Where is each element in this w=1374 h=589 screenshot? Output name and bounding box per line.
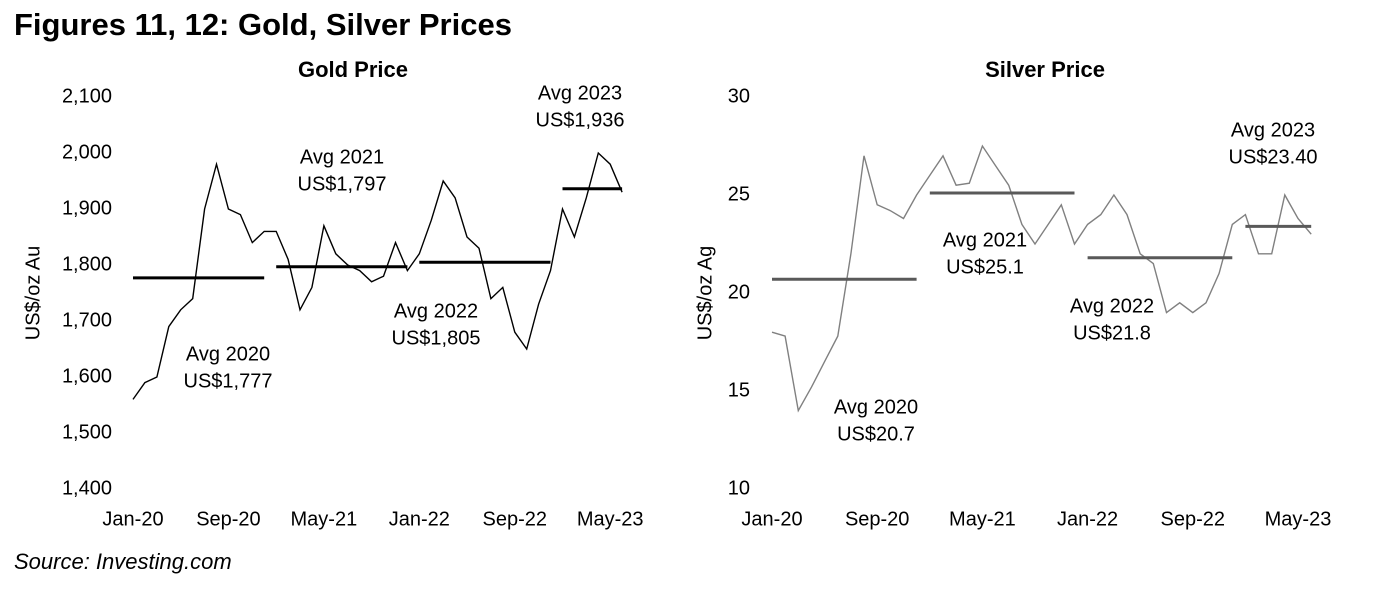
- average-value-label: US$21.8: [1073, 322, 1151, 344]
- price-line: [132, 151, 623, 400]
- y-tick-label: 2,000: [62, 141, 112, 163]
- y-tick-label: 1,600: [62, 365, 112, 387]
- figure-title: Figures 11, 12: Gold, Silver Prices: [14, 7, 512, 42]
- x-tick-label: Sep-20: [196, 508, 261, 530]
- y-tick-label: 1,400: [62, 477, 112, 499]
- y-tick-label: 10: [728, 477, 750, 499]
- x-tick-label: May-21: [949, 508, 1016, 530]
- y-tick-label: 1,500: [62, 421, 112, 443]
- y-tick-label: 15: [728, 379, 750, 401]
- x-tick-label: May-23: [577, 508, 644, 530]
- average-label: Avg 2023: [1231, 119, 1315, 141]
- x-tick-label: Sep-20: [845, 508, 910, 530]
- average-value-label: US$1,805: [392, 327, 481, 349]
- y-tick-label: 30: [728, 85, 750, 107]
- x-tick-label: Jan-20: [102, 508, 163, 530]
- source-note: Source: Investing.com: [14, 549, 232, 574]
- x-tick-label: May-23: [1265, 508, 1332, 530]
- x-tick-label: Jan-20: [741, 508, 802, 530]
- y-tick-label: 1,900: [62, 197, 112, 219]
- average-label: Avg 2023: [538, 82, 622, 104]
- average-value-label: US$25.1: [946, 256, 1024, 278]
- x-tick-label: Sep-22: [483, 508, 548, 530]
- x-tick-label: May-21: [291, 508, 358, 530]
- x-tick-label: Jan-22: [389, 508, 450, 530]
- chart-title: Gold Price: [298, 57, 408, 82]
- chart-title: Silver Price: [985, 57, 1105, 82]
- average-value-label: US$1,797: [298, 173, 387, 195]
- average-label: Avg 2021: [943, 229, 1027, 251]
- y-axis-label: US$/oz Au: [22, 246, 44, 341]
- average-value-label: US$1,936: [536, 109, 625, 131]
- average-value-label: US$20.7: [837, 423, 915, 445]
- average-value-label: US$23.40: [1229, 146, 1318, 168]
- average-value-label: US$1,777: [184, 370, 273, 392]
- y-tick-label: 1,800: [62, 253, 112, 275]
- average-label: Avg 2021: [300, 146, 384, 168]
- average-label: Avg 2022: [394, 300, 478, 322]
- x-tick-label: Jan-22: [1057, 508, 1118, 530]
- average-label: Avg 2022: [1070, 295, 1154, 317]
- y-tick-label: 25: [728, 183, 750, 205]
- average-label: Avg 2020: [186, 343, 270, 365]
- y-axis-label: US$/oz Ag: [694, 246, 716, 341]
- average-label: Avg 2020: [834, 396, 918, 418]
- x-tick-label: Sep-22: [1161, 508, 1226, 530]
- y-tick-label: 2,100: [62, 85, 112, 107]
- y-tick-label: 20: [728, 281, 750, 303]
- price-line: [771, 144, 1312, 413]
- y-tick-label: 1,700: [62, 309, 112, 331]
